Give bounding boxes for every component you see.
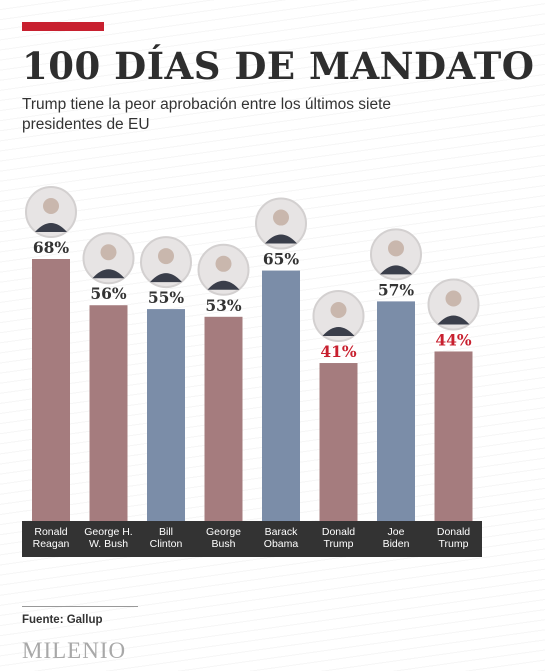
- data-label: 56%: [90, 284, 127, 303]
- portrait-head: [43, 198, 59, 214]
- bar: [204, 316, 243, 521]
- bar: [319, 363, 358, 521]
- category-label: Ronald: [34, 526, 67, 538]
- portrait-suit: [437, 315, 470, 325]
- category-label: Donald: [322, 526, 355, 538]
- portrait-head: [330, 302, 347, 319]
- publisher-logo: MILENIO: [22, 638, 127, 663]
- portrait-suit: [380, 265, 412, 275]
- portrait-suit: [207, 280, 240, 290]
- chart-subtitle: Trump tiene la peor aprobación entre los…: [22, 96, 392, 133]
- category-label: W. Bush: [89, 538, 128, 550]
- bar: [89, 305, 128, 521]
- data-label: 41%: [320, 342, 357, 361]
- category-label: Clinton: [150, 538, 183, 550]
- bar: [147, 309, 185, 521]
- portrait-suit: [265, 234, 297, 244]
- portrait-suit: [35, 223, 67, 232]
- bar: [32, 259, 70, 521]
- category-label: George H.: [84, 526, 132, 538]
- portrait-head: [445, 290, 462, 307]
- category-label: Barack: [265, 526, 298, 538]
- category-label: George: [206, 526, 241, 538]
- category-label-band: [22, 521, 482, 557]
- category-label: Joe: [388, 526, 405, 538]
- category-label: Trump: [439, 538, 469, 550]
- source-note: Fuente: Gallup: [22, 614, 103, 626]
- data-label: 53%: [205, 296, 242, 315]
- category-label: Bill: [159, 526, 173, 538]
- category-label: Reagan: [33, 538, 70, 550]
- category-label: Donald: [437, 526, 470, 538]
- portrait-head: [273, 209, 289, 226]
- data-label: 57%: [378, 280, 415, 299]
- portrait-head: [388, 240, 404, 257]
- category-label: Bush: [212, 538, 236, 550]
- data-label: 65%: [263, 250, 300, 269]
- accent-bar: [22, 22, 104, 31]
- portrait-suit: [322, 327, 355, 337]
- data-label: 68%: [33, 238, 70, 257]
- data-label: 55%: [148, 288, 185, 307]
- chart-title: 100 DÍAS DE MANDATO: [22, 44, 535, 88]
- portrait-head: [158, 248, 174, 265]
- portrait-suit: [150, 273, 182, 283]
- portrait-head: [215, 255, 232, 272]
- source-divider: [22, 606, 138, 607]
- category-label: Obama: [264, 538, 299, 550]
- bar: [377, 301, 415, 521]
- portrait-suit: [92, 269, 125, 279]
- data-label: 44%: [435, 330, 472, 349]
- bar: [434, 351, 473, 521]
- category-label: Biden: [383, 538, 410, 550]
- bar: [262, 270, 300, 521]
- portrait-head: [100, 244, 117, 261]
- category-label: Trump: [324, 538, 354, 550]
